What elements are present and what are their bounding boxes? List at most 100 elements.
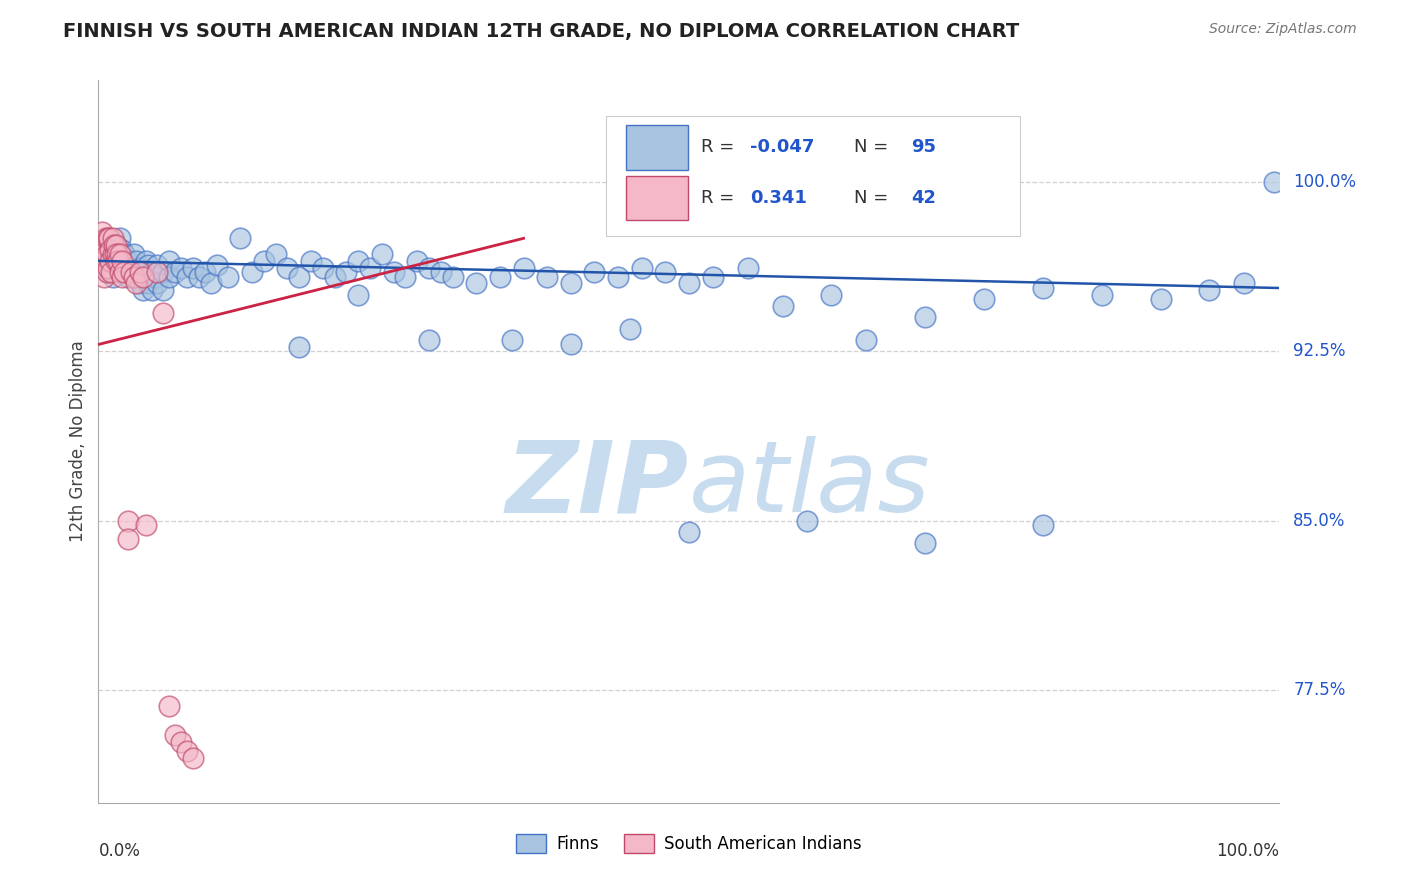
Point	[240, 265, 263, 279]
Point	[125, 269, 148, 284]
Text: R =: R =	[700, 138, 740, 156]
Point	[205, 259, 228, 273]
Point	[101, 247, 124, 261]
Point	[112, 265, 135, 279]
Point	[288, 340, 311, 354]
Point	[105, 247, 128, 261]
Point	[654, 265, 676, 279]
Point	[855, 333, 877, 347]
Point	[335, 265, 357, 279]
Point	[97, 260, 120, 275]
Point	[93, 269, 115, 284]
Point	[229, 231, 252, 245]
Point	[143, 269, 166, 284]
Point	[136, 259, 159, 273]
Point	[430, 265, 453, 279]
Point	[141, 265, 163, 279]
Point	[678, 277, 700, 291]
Point	[394, 269, 416, 284]
Point	[165, 728, 187, 742]
Text: 95: 95	[911, 138, 936, 156]
Point	[146, 259, 169, 273]
Point	[1150, 293, 1173, 307]
Point	[111, 269, 134, 284]
Point	[157, 269, 180, 284]
Point	[111, 254, 134, 268]
Point	[200, 277, 222, 291]
Point	[101, 269, 124, 284]
Point	[108, 265, 131, 279]
Point	[276, 260, 298, 275]
Point	[128, 277, 150, 291]
Point	[98, 231, 121, 245]
Point	[299, 254, 322, 268]
Text: 92.5%: 92.5%	[1294, 343, 1346, 360]
Point	[135, 254, 157, 268]
Point	[97, 231, 120, 245]
Point	[94, 231, 117, 245]
Point	[96, 247, 118, 261]
Point	[132, 269, 155, 284]
Text: N =: N =	[855, 189, 894, 207]
Point	[122, 247, 145, 261]
Point	[112, 260, 135, 275]
Point	[820, 287, 842, 301]
Point	[135, 269, 157, 284]
Point	[98, 254, 121, 268]
Point	[264, 247, 287, 261]
Point	[132, 283, 155, 297]
Point	[132, 265, 155, 279]
Point	[105, 247, 128, 261]
Text: R =: R =	[700, 189, 740, 207]
Text: FINNISH VS SOUTH AMERICAN INDIAN 12TH GRADE, NO DIPLOMA CORRELATION CHART: FINNISH VS SOUTH AMERICAN INDIAN 12TH GR…	[63, 22, 1019, 41]
Text: 0.0%: 0.0%	[98, 842, 141, 860]
Point	[512, 260, 534, 275]
Point	[501, 333, 523, 347]
Point	[121, 260, 143, 275]
Point	[152, 283, 174, 297]
Point	[347, 254, 370, 268]
Point	[125, 254, 148, 268]
Point	[93, 254, 115, 268]
Text: -0.047: -0.047	[751, 138, 814, 156]
Point	[121, 265, 143, 279]
Point	[165, 265, 187, 279]
Point	[217, 269, 239, 284]
Point	[312, 260, 335, 275]
Point	[90, 247, 112, 261]
Text: 85.0%: 85.0%	[1294, 512, 1346, 530]
Point	[146, 277, 169, 291]
Text: ZIP: ZIP	[506, 436, 689, 533]
Point	[737, 260, 759, 275]
Point	[181, 260, 204, 275]
Point	[418, 260, 440, 275]
Point	[170, 260, 193, 275]
Point	[914, 536, 936, 550]
Point	[98, 254, 121, 268]
Point	[382, 265, 405, 279]
Point	[323, 269, 346, 284]
Text: 100.0%: 100.0%	[1216, 842, 1279, 860]
Point	[101, 231, 124, 245]
Point	[914, 310, 936, 325]
Point	[170, 735, 193, 749]
Bar	[626, 125, 688, 169]
Point	[105, 238, 128, 252]
Point	[465, 277, 488, 291]
Point	[619, 321, 641, 335]
Point	[1032, 281, 1054, 295]
Point	[702, 269, 724, 284]
Point	[91, 238, 114, 252]
Point	[152, 265, 174, 279]
Bar	[626, 176, 688, 220]
Point	[117, 514, 139, 528]
Text: N =: N =	[855, 138, 894, 156]
Point	[796, 514, 818, 528]
Point	[103, 238, 125, 252]
Point	[359, 260, 381, 275]
Point	[176, 269, 198, 284]
Point	[112, 247, 135, 261]
Point	[187, 269, 209, 284]
Point	[105, 254, 128, 268]
Point	[152, 306, 174, 320]
